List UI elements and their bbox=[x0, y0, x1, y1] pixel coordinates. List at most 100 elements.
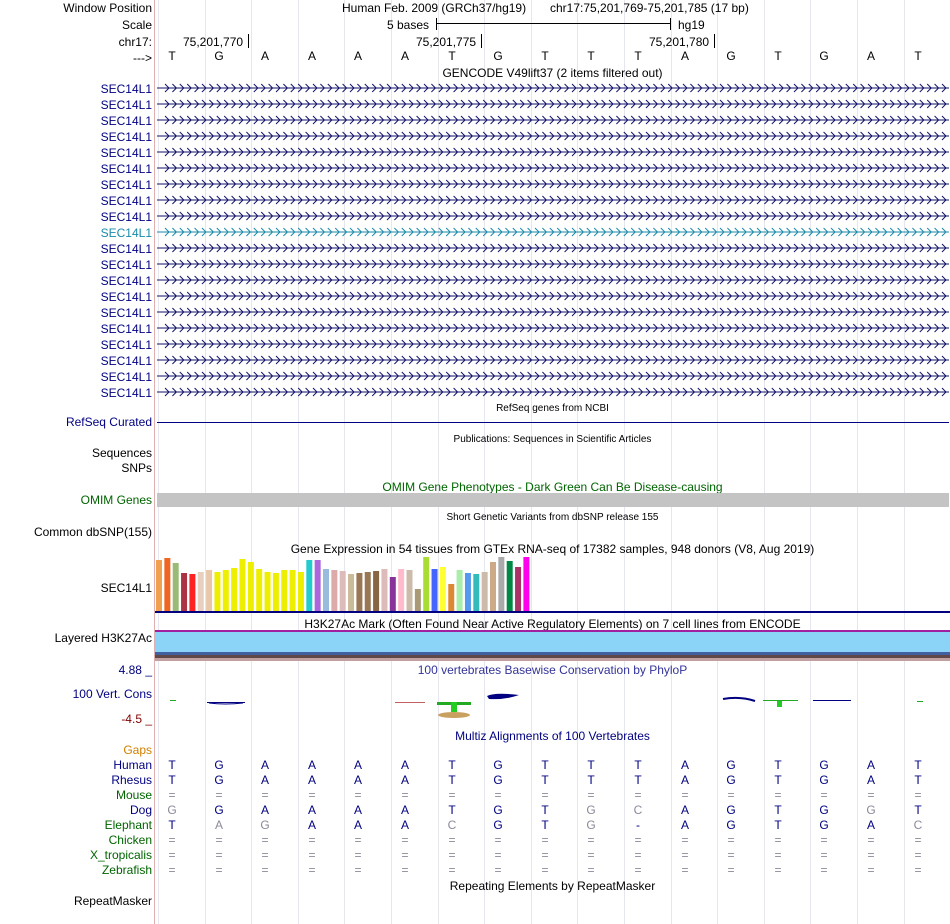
gtex-tissue-bar[interactable] bbox=[456, 570, 463, 611]
gtex-tissue-bar[interactable] bbox=[398, 569, 405, 611]
gtex-tissue-bar[interactable] bbox=[172, 563, 179, 611]
multiz-base: = bbox=[354, 848, 362, 862]
gtex-tissue-bar[interactable] bbox=[448, 584, 455, 611]
gtex-tissue-bar[interactable] bbox=[156, 560, 162, 611]
gtex-tissue-bar[interactable] bbox=[515, 567, 522, 611]
gencode-transcript-label[interactable]: SEC14L1 bbox=[100, 274, 152, 288]
gtex-tissue-bar[interactable] bbox=[164, 558, 171, 611]
refseq-curated-label[interactable]: RefSeq Curated bbox=[65, 415, 152, 429]
multiz-base: G bbox=[167, 803, 177, 817]
gencode-transcript-label[interactable]: SEC14L1 bbox=[100, 82, 152, 96]
gencode-transcript[interactable] bbox=[157, 97, 949, 111]
gencode-transcript-label[interactable]: SEC14L1 bbox=[100, 386, 152, 400]
gencode-transcript[interactable] bbox=[157, 353, 949, 367]
gtex-tissue-bar[interactable] bbox=[297, 572, 304, 611]
gencode-transcript-label[interactable]: SEC14L1 bbox=[100, 242, 152, 256]
multiz-base: A bbox=[214, 818, 223, 832]
gencode-transcript[interactable] bbox=[157, 177, 949, 191]
gencode-transcript-label[interactable]: SEC14L1 bbox=[100, 130, 152, 144]
gtex-tissue-bar[interactable] bbox=[431, 569, 438, 611]
gtex-tissue-bar[interactable] bbox=[289, 570, 296, 611]
gtex-tissue-bar[interactable] bbox=[373, 571, 380, 611]
gtex-tissue-bar[interactable] bbox=[256, 569, 263, 611]
gencode-transcript[interactable] bbox=[157, 225, 949, 239]
gencode-transcript[interactable] bbox=[157, 385, 949, 399]
gtex-tissue-bar[interactable] bbox=[214, 572, 221, 611]
gtex-gene-label[interactable]: SEC14L1 bbox=[100, 581, 152, 595]
multiz-base: G bbox=[726, 758, 736, 772]
gtex-tissue-bar[interactable] bbox=[239, 559, 246, 611]
gencode-transcript-label[interactable]: SEC14L1 bbox=[100, 322, 152, 336]
gtex-tissue-bar[interactable] bbox=[481, 572, 488, 611]
gtex-tissue-bar[interactable] bbox=[406, 570, 413, 611]
gtex-tissue-bar[interactable] bbox=[364, 572, 371, 611]
gtex-tissue-bar[interactable] bbox=[306, 560, 313, 611]
gencode-transcript-label[interactable]: SEC14L1 bbox=[100, 146, 152, 160]
gtex-tissue-bar[interactable] bbox=[247, 562, 254, 611]
gtex-tissue-bar[interactable] bbox=[523, 557, 530, 611]
gencode-transcript[interactable] bbox=[157, 113, 949, 127]
gencode-transcript[interactable] bbox=[157, 289, 949, 303]
gtex-tissue-bar[interactable] bbox=[473, 574, 480, 611]
gtex-tissue-bar[interactable] bbox=[389, 577, 396, 611]
gtex-tissue-bar[interactable] bbox=[506, 561, 513, 611]
gencode-transcript[interactable] bbox=[157, 241, 949, 255]
gencode-transcript-label[interactable]: SEC14L1 bbox=[100, 226, 152, 240]
gtex-tissue-bar[interactable] bbox=[206, 570, 213, 611]
multiz-base: = bbox=[774, 848, 782, 862]
gencode-transcript-label[interactable]: SEC14L1 bbox=[100, 338, 152, 352]
gtex-tissue-bar[interactable] bbox=[281, 570, 288, 611]
gtex-tissue-bar[interactable] bbox=[381, 569, 388, 611]
gencode-transcript[interactable] bbox=[157, 321, 949, 335]
gtex-tissue-bar[interactable] bbox=[356, 573, 363, 611]
gencode-transcript-label[interactable]: SEC14L1 bbox=[100, 162, 152, 176]
gencode-transcript[interactable] bbox=[157, 305, 949, 319]
gtex-tissue-bar[interactable] bbox=[490, 562, 496, 611]
gtex-tissue-bar[interactable] bbox=[331, 570, 338, 611]
multiz-base: G bbox=[493, 773, 503, 787]
gencode-transcript-label[interactable]: SEC14L1 bbox=[100, 306, 152, 320]
gtex-tissue-bar[interactable] bbox=[439, 567, 446, 611]
gtex-tissue-bar[interactable] bbox=[189, 574, 196, 611]
gencode-transcript-label[interactable]: SEC14L1 bbox=[100, 210, 152, 224]
gencode-transcript-label[interactable]: SEC14L1 bbox=[100, 114, 152, 128]
gencode-transcript-label[interactable]: SEC14L1 bbox=[100, 194, 152, 208]
gencode-transcript[interactable] bbox=[157, 209, 949, 223]
gencode-transcript[interactable] bbox=[157, 369, 949, 383]
gtex-tissue-bar[interactable] bbox=[231, 568, 238, 611]
gencode-transcript-label[interactable]: SEC14L1 bbox=[100, 370, 152, 384]
omim-genes-label[interactable]: OMIM Genes bbox=[80, 493, 152, 507]
gencode-transcript[interactable] bbox=[157, 273, 949, 287]
gtex-tissue-bar[interactable] bbox=[414, 589, 421, 611]
gencode-transcript-label[interactable]: SEC14L1 bbox=[100, 258, 152, 272]
multiz-base: A bbox=[260, 773, 269, 787]
gtex-tissue-bar[interactable] bbox=[348, 574, 355, 611]
browser-image[interactable]: Human Feb. 2009 (GRCh37/hg19) chr17:75,2… bbox=[155, 0, 950, 924]
gtex-tissue-bar[interactable] bbox=[423, 557, 430, 611]
gtex-tissue-bar[interactable] bbox=[498, 557, 505, 611]
gtex-tissue-bar[interactable] bbox=[181, 573, 188, 611]
gencode-transcript[interactable] bbox=[157, 81, 949, 95]
omim-bar[interactable] bbox=[157, 493, 949, 507]
gtex-tissue-bar[interactable] bbox=[314, 560, 321, 611]
sequence-base: T bbox=[541, 49, 549, 63]
gtex-tissue-bar[interactable] bbox=[272, 573, 279, 611]
gencode-transcript[interactable] bbox=[157, 145, 949, 159]
gtex-tissue-bar[interactable] bbox=[464, 573, 471, 611]
gencode-transcript-label[interactable]: SEC14L1 bbox=[100, 178, 152, 192]
gtex-tissue-bar[interactable] bbox=[339, 571, 346, 611]
gtex-tissue-bar[interactable] bbox=[323, 569, 329, 611]
gencode-transcript[interactable] bbox=[157, 257, 949, 271]
gencode-transcript[interactable] bbox=[157, 193, 949, 207]
gtex-tissue-bar[interactable] bbox=[222, 570, 229, 611]
gencode-transcript-label[interactable]: SEC14L1 bbox=[100, 98, 152, 112]
gencode-transcript[interactable] bbox=[157, 129, 949, 143]
refseq-gene-line[interactable] bbox=[157, 422, 949, 423]
gtex-bar-chart[interactable] bbox=[155, 556, 950, 612]
gtex-tissue-bar[interactable] bbox=[197, 572, 204, 611]
gencode-transcript-label[interactable]: SEC14L1 bbox=[100, 290, 152, 304]
gencode-transcript-label[interactable]: SEC14L1 bbox=[100, 354, 152, 368]
gencode-transcript[interactable] bbox=[157, 337, 949, 351]
gencode-transcript[interactable] bbox=[157, 161, 949, 175]
gtex-tissue-bar[interactable] bbox=[264, 572, 271, 611]
